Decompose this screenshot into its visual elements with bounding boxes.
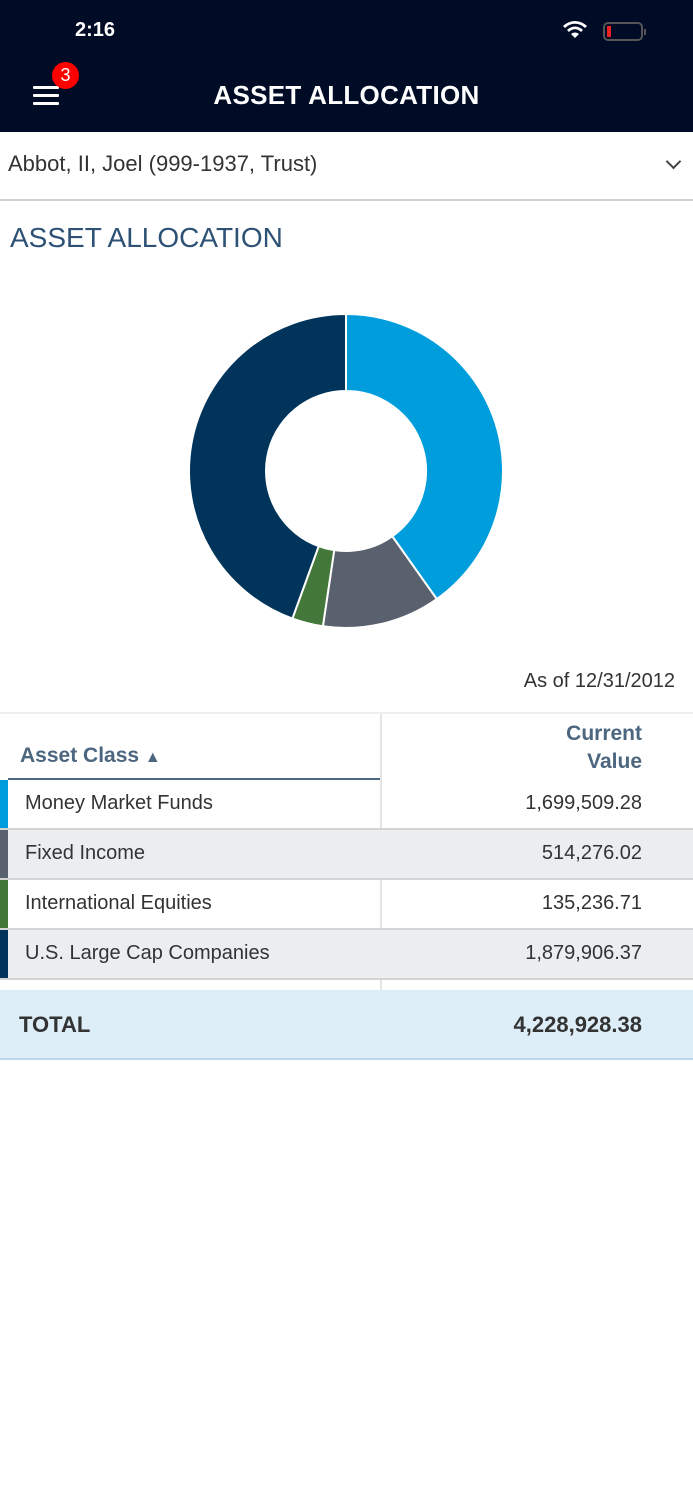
donut-slice-money-market-funds[interactable] [345, 312, 504, 601]
asset-name: U.S. Large Cap Companies [25, 942, 270, 964]
asset-name: Fixed Income [25, 842, 146, 864]
donut-chart [188, 312, 504, 629]
notification-badge: 3 [52, 62, 79, 89]
asset-class-label: Asset Class [20, 744, 140, 767]
asset-name: Money Market Funds [25, 792, 213, 814]
asset-name: International Equities [25, 892, 212, 914]
total-row: TOTAL 4,228,928.38 [0, 990, 693, 1060]
asset-class-header[interactable]: Asset Class ▲ [8, 740, 380, 780]
color-swatch [0, 930, 8, 978]
section-title: ASSET ALLOCATION [10, 222, 283, 253]
header-line2: Value [587, 750, 642, 773]
color-swatch [0, 780, 8, 828]
header-line1: Current [566, 722, 642, 745]
account-selected: Abbot, II, Joel (999-1937, Trust) [8, 151, 318, 176]
chevron-down-icon [665, 153, 682, 170]
asset-value: 135,236.71 [541, 892, 642, 914]
table-row[interactable]: International Equities 135,236.71 [0, 880, 693, 930]
table-row[interactable]: Money Market Funds 1,699,509.28 [0, 780, 693, 830]
battery-icon [603, 22, 646, 41]
allocation-table: Asset Class ▲ Current Value Money Market … [0, 712, 693, 1060]
color-swatch [0, 880, 8, 928]
total-value: 4,228,928.38 [513, 1012, 642, 1037]
current-value-header[interactable]: Current Value [566, 720, 642, 776]
asset-value: 514,276.02 [541, 842, 642, 864]
wifi-icon [563, 21, 587, 38]
color-swatch [0, 830, 8, 878]
donut-slice-u-s-large-cap-companies[interactable] [188, 312, 347, 620]
table-row[interactable]: Fixed Income 514,276.02 [0, 830, 693, 880]
hamburger-menu-icon[interactable] [33, 86, 59, 106]
page-title: ASSET ALLOCATION [213, 80, 480, 110]
as-of-date: As of 12/31/2012 [523, 670, 675, 692]
total-label: TOTAL [19, 1012, 91, 1037]
account-selector[interactable]: Abbot, II, Joel (999-1937, Trust) [0, 132, 693, 201]
table-row[interactable]: U.S. Large Cap Companies 1,879,906.37 [0, 930, 693, 980]
app-header: 2:16 3 ASSET ALLOCATION [0, 0, 693, 132]
asset-value: 1,879,906.37 [525, 942, 642, 964]
asset-value: 1,699,509.28 [525, 792, 642, 814]
sort-up-icon: ▲ [144, 749, 161, 766]
status-time: 2:16 [75, 19, 116, 41]
